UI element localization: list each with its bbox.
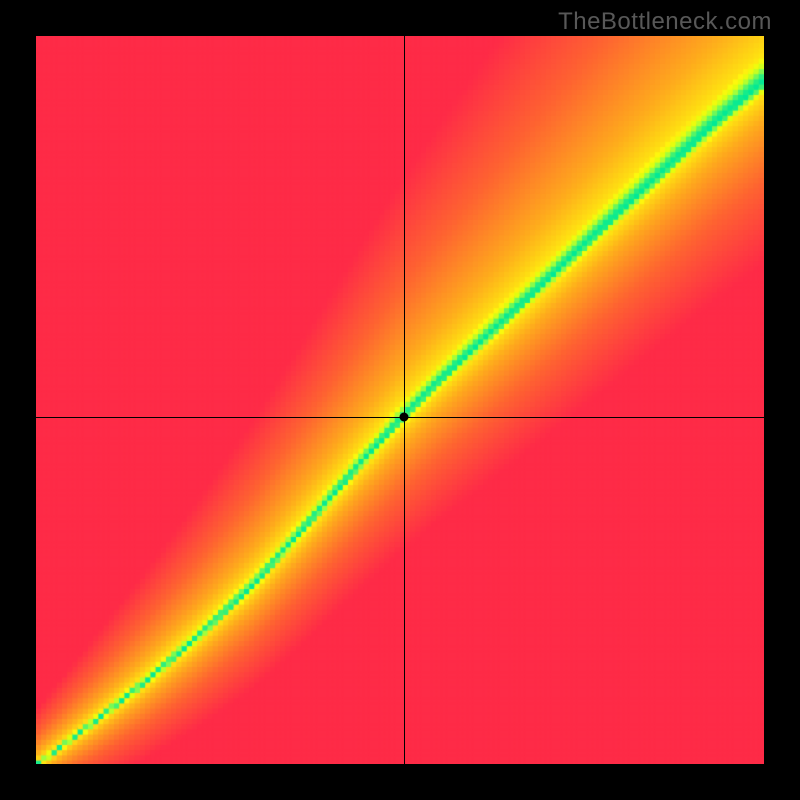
crosshair-vertical — [404, 36, 405, 764]
watermark-text: TheBottleneck.com — [558, 8, 772, 36]
bottleneck-heatmap — [36, 36, 764, 764]
chart-outer: TheBottleneck.com — [0, 0, 800, 800]
crosshair-marker — [399, 412, 408, 421]
